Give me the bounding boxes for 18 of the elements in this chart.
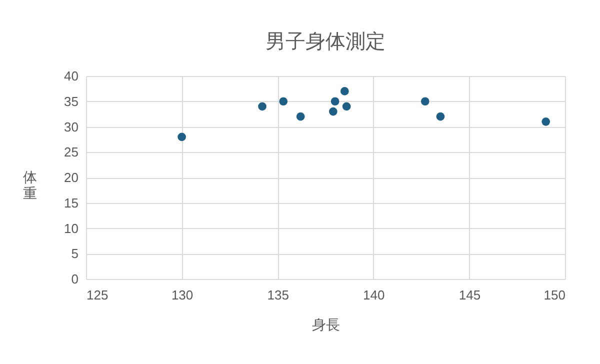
- x-tick-label: 135: [267, 288, 289, 302]
- y-tick-label: 30: [64, 119, 78, 134]
- y-tick-label: 25: [64, 144, 78, 160]
- y-tick-label: 10: [64, 220, 78, 236]
- y-tick-label: 40: [64, 68, 78, 84]
- y-tick-label: 15: [64, 195, 78, 210]
- y-tick-label: 0: [71, 272, 78, 286]
- x-tick-label: 140: [363, 288, 385, 302]
- y-tick-label: 35: [64, 94, 78, 109]
- x-tick-label: 150: [544, 288, 566, 302]
- y-tick-label: 20: [64, 170, 78, 185]
- x-tick-label: 130: [171, 288, 194, 302]
- chart-title: 男子身体測定: [266, 31, 386, 53]
- x-tick-label: 125: [86, 288, 108, 302]
- x-axis-title: 身長: [312, 316, 340, 332]
- y-axis-title: 体重: [23, 169, 38, 201]
- y-tick-label: 5: [71, 246, 78, 262]
- x-tick-label: 145: [458, 288, 481, 302]
